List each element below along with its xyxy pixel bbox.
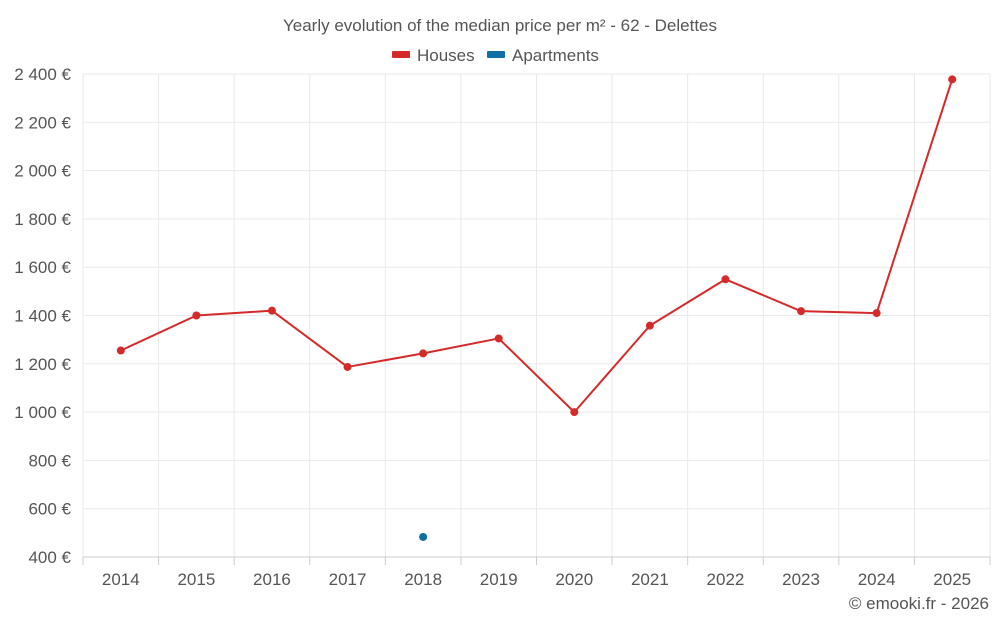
y-tick-label: 1 400 € <box>14 307 71 326</box>
x-tick-label: 2016 <box>253 570 291 589</box>
legend-label[interactable]: Houses <box>417 46 475 65</box>
data-point[interactable] <box>267 306 276 315</box>
x-tick-label: 2015 <box>177 570 215 589</box>
x-tick-label: 2021 <box>631 570 669 589</box>
legend: Houses Apartments <box>392 46 599 65</box>
data-point[interactable] <box>948 75 957 84</box>
y-tick-label: 800 € <box>28 451 71 470</box>
x-tick-label: 2022 <box>707 570 745 589</box>
data-point[interactable] <box>192 311 201 320</box>
legend-swatch <box>487 51 505 58</box>
y-tick-label: 400 € <box>28 548 71 567</box>
x-tick-label: 2014 <box>102 570 140 589</box>
y-tick-label: 2 000 € <box>14 162 71 181</box>
x-tick-label: 2025 <box>933 570 971 589</box>
x-tick-label: 2019 <box>480 570 518 589</box>
y-tick-label: 1 800 € <box>14 210 71 229</box>
x-tick-label: 2018 <box>404 570 442 589</box>
y-tick-label: 2 200 € <box>14 113 71 132</box>
x-tick-label: 2017 <box>329 570 367 589</box>
y-tick-label: 1 000 € <box>14 403 71 422</box>
x-axis-ticks: 2014 2015 2016 2017 2018 2019 2020 2021 2022 2023… <box>102 570 971 589</box>
y-tick-label: 600 € <box>28 500 71 519</box>
legend-swatch <box>392 51 410 58</box>
credit-text: © emooki.fr - 2026 <box>849 594 989 613</box>
data-point[interactable] <box>797 307 806 316</box>
data-point[interactable] <box>494 334 503 343</box>
data-point[interactable] <box>872 309 881 318</box>
data-point[interactable] <box>116 346 125 355</box>
y-tick-label: 1 200 € <box>14 355 71 374</box>
x-tick-label: 2023 <box>782 570 820 589</box>
x-tick-label: 2024 <box>858 570 896 589</box>
data-point[interactable] <box>419 532 428 541</box>
series-group <box>116 75 957 541</box>
x-tick-label: 2020 <box>555 570 593 589</box>
chart-title: Yearly evolution of the median price per… <box>283 16 717 35</box>
data-point[interactable] <box>570 408 579 417</box>
data-point[interactable] <box>645 321 654 330</box>
data-point[interactable] <box>721 275 730 284</box>
series-line <box>120 79 954 414</box>
data-point[interactable] <box>419 349 428 358</box>
y-axis-ticks: 400 € 600 € 800 € 1 000 € 1 200 € 1 400 € 1 60… <box>14 65 71 567</box>
gridlines <box>82 73 991 565</box>
y-tick-label: 1 600 € <box>14 258 71 277</box>
legend-label[interactable]: Apartments <box>512 46 599 65</box>
data-point[interactable] <box>343 362 352 371</box>
y-tick-label: 2 400 € <box>14 65 71 84</box>
